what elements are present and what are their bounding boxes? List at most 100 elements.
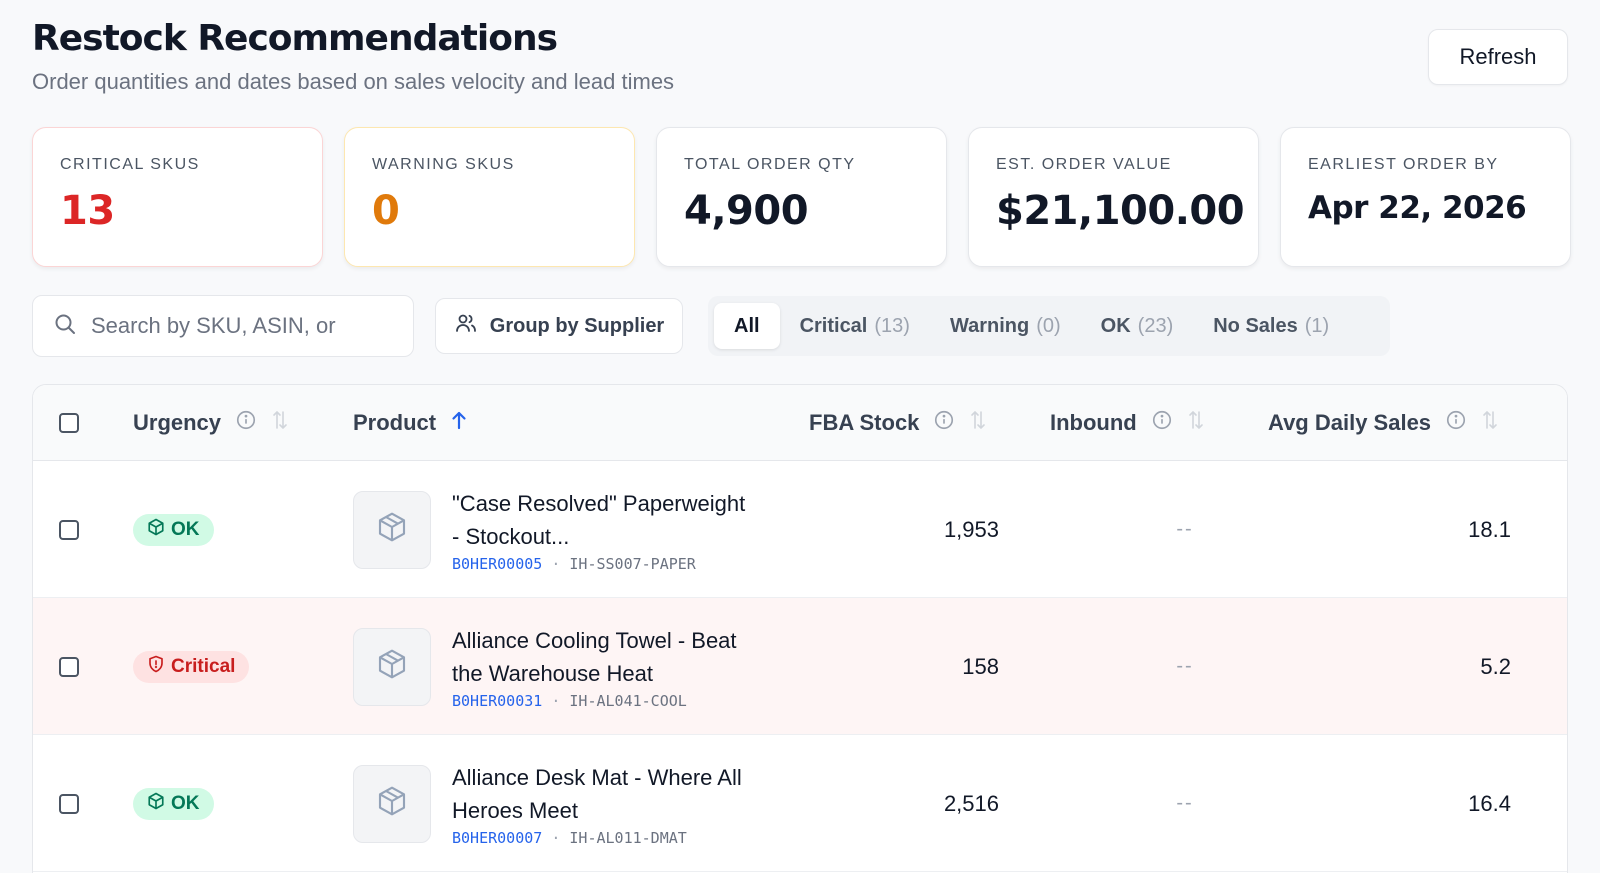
inbound-value: -- <box>1176 792 1194 814</box>
status-label: OK <box>171 792 200 814</box>
asin-link[interactable]: B0HER00007 <box>452 828 543 847</box>
column-header-urgency[interactable]: Urgency <box>133 385 289 461</box>
asin-link[interactable]: B0HER00031 <box>452 691 543 710</box>
stat-value: $21,100.00 <box>996 188 1245 234</box>
product-name[interactable]: "Case Resolved" Paperweight - Stockout..… <box>452 490 746 549</box>
urgency-cell: OK <box>133 461 214 598</box>
row-select-cell <box>59 598 79 735</box>
info-icon[interactable] <box>933 409 955 437</box>
status-label: Critical <box>171 655 236 677</box>
table-row[interactable]: OK Alliance Desk Mat - Where All Heroes … <box>33 735 1567 872</box>
column-header-product[interactable]: Product <box>353 385 468 461</box>
package-check-icon <box>147 518 165 542</box>
filter-count: (1) <box>1304 314 1330 337</box>
column-header-fba-stock[interactable]: FBA Stock <box>809 385 987 461</box>
stat-card-critical-skus: CRITICAL SKUS 13 <box>32 127 323 267</box>
select-all-cell <box>59 385 79 461</box>
stat-value: Apr 22, 2026 <box>1308 190 1527 226</box>
stat-label: TOTAL ORDER QTY <box>684 156 856 173</box>
info-icon[interactable] <box>1445 409 1467 437</box>
filter-count: (13) <box>874 314 910 337</box>
status-badge: OK <box>133 513 214 546</box>
package-icon <box>376 648 408 685</box>
product-ids: B0HER00007 · IH-AL011-DMAT <box>452 829 752 847</box>
avg-daily-sales-value: 18.1 <box>1468 516 1511 542</box>
sku-label: IH-AL041-COOL <box>569 691 687 710</box>
status-badge: Critical <box>133 650 250 683</box>
avg-daily-sales-cell: 16.4 <box>1333 735 1511 872</box>
select-all-checkbox[interactable] <box>59 413 79 433</box>
product-thumbnail[interactable] <box>353 764 431 843</box>
column-label: Avg Daily Sales <box>1268 410 1432 435</box>
column-header-avg-daily-sales[interactable]: Avg Daily Sales <box>1268 385 1499 461</box>
search-box[interactable] <box>32 295 414 357</box>
urgency-cell: Critical <box>133 598 250 735</box>
urgency-cell: OK <box>133 735 214 872</box>
inbound-cell: -- <box>1153 735 1217 872</box>
id-separator: · <box>551 828 561 847</box>
avg-daily-sales-cell: 18.1 <box>1333 461 1511 598</box>
filter-label: No Sales <box>1213 314 1298 337</box>
search-input[interactable] <box>91 313 391 339</box>
inbound-cell: -- <box>1153 598 1217 735</box>
stat-value: 4,900 <box>684 188 809 234</box>
stat-card-warning-skus: WARNING SKUS 0 <box>344 127 635 267</box>
group-by-supplier-button[interactable]: Group by Supplier <box>435 298 683 354</box>
filter-tab-critical[interactable]: Critical (13) <box>780 303 930 349</box>
package-icon <box>376 511 408 548</box>
column-label: Product <box>353 410 437 435</box>
filter-tab-all[interactable]: All <box>714 303 780 349</box>
users-icon <box>454 311 478 341</box>
product-cell: "Case Resolved" Paperweight - Stockout..… <box>353 461 752 598</box>
avg-daily-sales-cell: 5.2 <box>1333 598 1511 735</box>
row-checkbox[interactable] <box>59 793 79 814</box>
inbound-value: -- <box>1176 655 1194 677</box>
id-separator: · <box>551 554 561 573</box>
inbound-cell: -- <box>1153 461 1217 598</box>
group-by-supplier-label: Group by Supplier <box>489 314 665 337</box>
filter-label: All <box>734 314 760 337</box>
status-badge: OK <box>133 787 214 820</box>
page-subtitle: Order quantities and dates based on sale… <box>32 69 675 94</box>
table-row[interactable]: OK "Case Resolved" Paperweight - Stockou… <box>33 461 1567 598</box>
info-icon[interactable] <box>1151 409 1173 437</box>
restock-table: Urgency Product FBA Stock Inbound Avg Da… <box>32 384 1568 873</box>
product-name[interactable]: Alliance Desk Mat - Where All Heroes Mee… <box>452 764 742 823</box>
column-header-inbound[interactable]: Inbound <box>1050 385 1205 461</box>
page-title: Restock Recommendations <box>32 18 558 59</box>
row-checkbox[interactable] <box>59 519 79 540</box>
filter-tab-warning[interactable]: Warning (0) <box>930 303 1081 349</box>
product-thumbnail[interactable] <box>353 627 431 706</box>
fba-stock-cell: 158 <box>833 598 999 735</box>
sort-icon[interactable] <box>1481 408 1499 438</box>
table-header: Urgency Product FBA Stock Inbound Avg Da… <box>33 385 1567 461</box>
sku-label: IH-AL011-DMAT <box>569 828 687 847</box>
filter-count: (0) <box>1036 314 1061 337</box>
stat-card-est-order-value: EST. ORDER VALUE $21,100.00 <box>968 127 1259 267</box>
fba-stock-cell: 2,516 <box>833 735 999 872</box>
info-icon[interactable] <box>235 409 257 437</box>
filter-tab-ok[interactable]: OK (23) <box>1081 303 1194 349</box>
shield-alert-icon <box>147 655 165 679</box>
sort-icon[interactable] <box>969 408 987 438</box>
stat-value: 0 <box>372 188 400 234</box>
status-label: OK <box>171 518 200 540</box>
product-thumbnail[interactable] <box>353 490 431 569</box>
row-checkbox[interactable] <box>59 656 79 677</box>
fba-stock-value: 2,516 <box>943 790 999 816</box>
product-cell: Alliance Cooling Towel - Beat the Wareho… <box>353 598 752 735</box>
row-select-cell <box>59 461 79 598</box>
product-ids: B0HER00031 · IH-AL041-COOL <box>452 692 752 710</box>
sort-icon[interactable] <box>271 408 289 438</box>
column-label: FBA Stock <box>809 410 920 435</box>
stat-card-total-order-qty: TOTAL ORDER QTY 4,900 <box>656 127 947 267</box>
asin-link[interactable]: B0HER00005 <box>452 554 543 573</box>
filter-tab-no-sales[interactable]: No Sales (1) <box>1193 303 1349 349</box>
sort-icon[interactable] <box>1187 408 1205 438</box>
stat-label: WARNING SKUS <box>372 156 515 173</box>
product-name[interactable]: Alliance Cooling Towel - Beat the Wareho… <box>452 627 737 686</box>
table-row[interactable]: Critical Alliance Cooling Towel - Beat t… <box>33 598 1567 735</box>
sort-ascending-icon[interactable] <box>450 409 468 437</box>
stats-row: CRITICAL SKUS 13 WARNING SKUS 0 TOTAL OR… <box>32 127 1571 267</box>
refresh-button[interactable]: Refresh <box>1428 29 1568 85</box>
